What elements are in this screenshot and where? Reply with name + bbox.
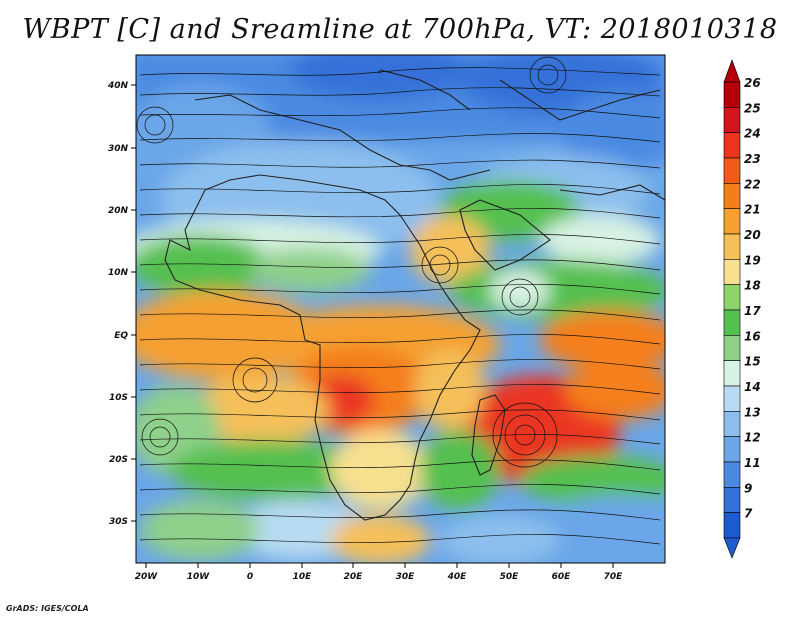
colorbar-label: 22 (744, 177, 761, 191)
colorbar-swatch (723, 259, 741, 285)
colorbar-top-arrow (723, 59, 741, 83)
lon-tick-label: 0 (247, 572, 253, 582)
colorbar-swatch (723, 81, 741, 108)
latitude-axis (131, 84, 136, 522)
colorbar-label: 24 (744, 127, 761, 141)
colorbar-bottom-arrow (723, 537, 741, 559)
map-title: WBPT [C] and Sreamline at 700hPa, VT: 20… (22, 14, 778, 45)
colorbar-label: 26 (744, 76, 761, 90)
lat-tick-label: 10N (108, 268, 129, 278)
lat-tick-label: 20N (108, 206, 129, 216)
colorbar-label: 14 (744, 380, 761, 394)
colorbar-swatch (723, 309, 741, 336)
colorbar-label: 16 (744, 329, 761, 343)
colorbar: 26 25 24 23 22 21 20 19 18 17 16 15 14 13 12 11 9 7 (723, 59, 761, 559)
colorbar-swatch (723, 512, 741, 539)
colorbar-label: 25 (744, 101, 761, 115)
lon-tick-label: 20W (135, 572, 159, 582)
lon-tick-label: 50E (500, 572, 520, 582)
lat-tick-label: 30N (108, 144, 129, 154)
colorbar-label: 12 (744, 431, 761, 445)
colorbar-label: 19 (744, 253, 761, 267)
colorbar-label: 18 (744, 279, 761, 293)
colorbar-label: 15 (744, 355, 761, 369)
longitude-axis (145, 563, 614, 568)
colorbar-label: 17 (744, 304, 761, 318)
colorbar-swatch (723, 284, 741, 311)
lat-tick-label: EQ (114, 331, 128, 341)
lon-tick-label: 60E (552, 572, 572, 582)
colorbar-label: 21 (744, 203, 761, 217)
colorbar-swatch (723, 335, 741, 361)
map-frame (135, 54, 666, 564)
lon-tick-label: 30E (396, 572, 416, 582)
colorbar-label: 20 (744, 228, 761, 242)
colorbar-swatch (723, 385, 741, 412)
streamlines (136, 56, 661, 545)
colorbar-label: 7 (744, 507, 753, 521)
colorbar-label: 13 (744, 405, 761, 419)
lat-tick-label: 30S (109, 517, 128, 527)
colorbar-swatch (723, 360, 741, 387)
colorbar-swatch (723, 107, 741, 133)
colorbar-label: 11 (744, 456, 761, 470)
colorbar-swatch (723, 436, 741, 463)
lon-tick-label: 10W (187, 572, 211, 582)
colorbar-swatch (723, 411, 741, 437)
colorbar-swatch (723, 183, 741, 209)
colorbar-label: 9 (744, 481, 752, 495)
colorbar-label: 23 (744, 152, 761, 166)
lon-tick-label: 10E (293, 572, 313, 582)
lat-tick-label: 20S (109, 455, 128, 465)
colorbar-swatch (723, 157, 741, 184)
lon-tick-label: 40E (447, 572, 468, 582)
lat-tick-label: 10S (109, 393, 128, 403)
lon-tick-label: 70E (604, 572, 624, 582)
colorbar-swatch (723, 487, 741, 513)
coastlines (164, 69, 665, 521)
wbpt-shading (136, 55, 665, 563)
lon-tick-label: 20E (344, 572, 364, 582)
colorbar-swatch (723, 132, 741, 159)
colorbar-swatch (723, 461, 741, 488)
credit-text: GrADS: IGES/COLA (6, 604, 89, 613)
colorbar-swatch (723, 208, 741, 235)
colorbar-swatch (723, 233, 741, 260)
lat-tick-label: 40N (107, 81, 129, 91)
